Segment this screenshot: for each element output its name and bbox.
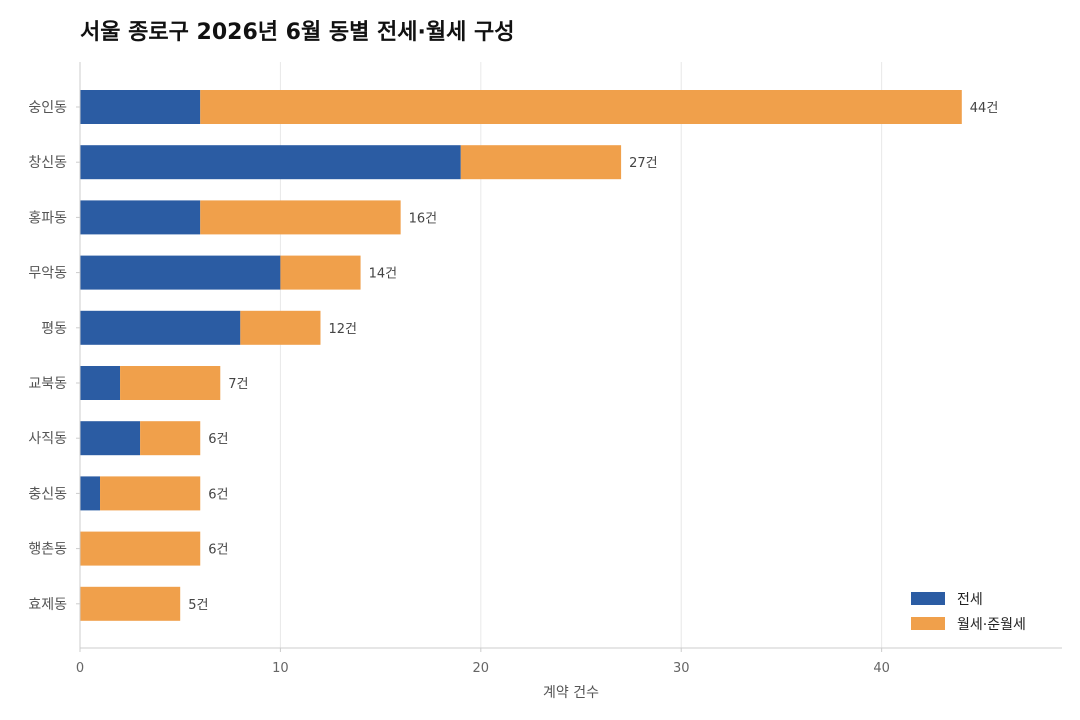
category-label: 사직동 [28, 431, 67, 447]
bar-segment-jeonse [80, 366, 121, 400]
bar-segment-jeonse [80, 90, 201, 124]
x-axis-label: 계약 건수 [543, 685, 599, 701]
bar-segment-jeonse [80, 310, 241, 345]
bar-segment-jeonse [80, 200, 201, 235]
total-label: 44건 [970, 101, 999, 116]
bar-segment-jeonse [80, 145, 461, 180]
category-label: 효제동 [28, 597, 67, 613]
x-tick-label: 0 [76, 661, 84, 676]
category-label: 숭인동 [28, 100, 67, 116]
axes [79, 62, 1062, 649]
bar-segment-wolse [100, 476, 201, 511]
bar-segment-wolse [280, 255, 361, 290]
x-tick-label: 10 [272, 661, 289, 676]
bar-segment-jeonse [80, 255, 281, 290]
bar-segment-wolse [460, 145, 622, 180]
bar-segment-jeonse [80, 476, 101, 511]
bar-segment-wolse [240, 310, 321, 345]
total-label: 6건 [208, 487, 228, 502]
total-label: 6건 [208, 432, 228, 447]
x-tick-label: 20 [473, 661, 490, 676]
category-label: 충신동 [28, 486, 67, 502]
category-label: 행촌동 [28, 542, 67, 558]
total-label: 16건 [409, 211, 438, 226]
total-label: 5건 [188, 598, 208, 613]
legend-label: 월세·준월세 [957, 617, 1026, 633]
bar-segment-wolse [120, 366, 221, 400]
category-label: 창신동 [28, 155, 67, 171]
total-label: 6건 [208, 543, 228, 558]
legend-label: 전세 [957, 592, 983, 608]
x-tick-label: 40 [873, 661, 890, 676]
category-label: 교북동 [28, 376, 67, 392]
category-label: 무악동 [28, 266, 67, 282]
chart-title: 서울 종로구 2026년 6월 동별 전세·월세 구성 [80, 20, 515, 45]
total-label: 14건 [369, 267, 398, 282]
total-label: 7건 [228, 377, 248, 392]
category-label: 평동 [41, 321, 67, 337]
x-tick-label: 30 [673, 661, 690, 676]
total-label: 27건 [629, 156, 658, 171]
bar-segment-jeonse [80, 421, 141, 456]
bar-segment-wolse [80, 586, 181, 621]
bar-segment-wolse [200, 90, 962, 124]
bar-segment-wolse [140, 421, 201, 456]
total-label: 12건 [328, 322, 357, 337]
category-label: 홍파동 [28, 210, 67, 226]
bar-segment-wolse [200, 200, 401, 235]
legend-swatch [911, 592, 945, 605]
bars [80, 90, 962, 621]
legend-swatch [911, 617, 945, 630]
bar-segment-wolse [80, 531, 201, 566]
